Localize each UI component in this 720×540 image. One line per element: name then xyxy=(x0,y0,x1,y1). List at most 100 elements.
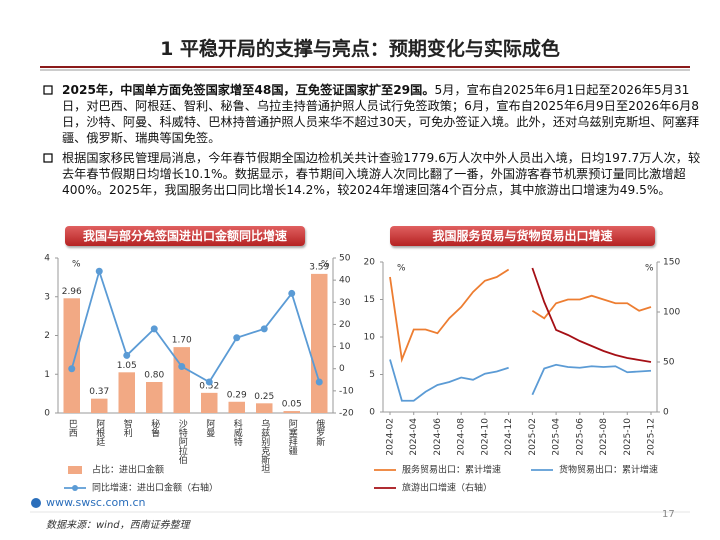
y2-tick-label: 30 xyxy=(339,298,351,308)
y-tick-label: 1 xyxy=(44,370,50,380)
y-axis-label: % xyxy=(72,260,81,270)
x-tick-label: 2025-08 xyxy=(599,418,609,456)
y-tick-label: 4 xyxy=(44,254,50,264)
y2-tick-label: 0 xyxy=(663,408,669,418)
bullet-text: 根据国家移民管理局消息，今年春节假期全国边检机关共计查验1779.6万人次中外人… xyxy=(62,151,701,197)
bullet-box xyxy=(43,85,53,95)
point xyxy=(68,365,76,373)
line xyxy=(389,268,652,363)
legend-label: 服务贸易出口：累计增速 xyxy=(402,464,501,476)
x-tick-label: 沙特阿拉伯 xyxy=(177,419,188,465)
bar xyxy=(311,273,328,413)
y2-tick-label: -10 xyxy=(339,386,354,396)
legend-swatch xyxy=(68,466,82,474)
y2-axis-label: % xyxy=(645,264,654,274)
y-tick-label: 5 xyxy=(369,370,375,380)
x-tick-label: 科威特 xyxy=(232,418,243,446)
x-tick-label: 阿塞拜疆 xyxy=(287,419,298,456)
x-tick-label: 秘鲁 xyxy=(149,418,160,437)
bar xyxy=(146,382,163,413)
bullet-text: 5月，宣布自2025年6月1日起至2026年5月31日，对巴西、阿根廷、智利、秘… xyxy=(62,83,700,145)
y2-tick-label: -20 xyxy=(339,409,354,419)
legend-label: 占比：进出口金额 xyxy=(92,464,164,476)
y2-tick-label: 50 xyxy=(339,254,351,264)
value-label: 0.25 xyxy=(254,392,274,402)
x-tick-label: 俄罗斯 xyxy=(314,418,325,447)
x-tick-label: 阿根廷 xyxy=(94,419,105,446)
bar xyxy=(173,347,190,413)
chart-title: 我国与部分免签国进出口金额同比增速 xyxy=(65,226,305,246)
point xyxy=(205,378,213,386)
point xyxy=(150,325,158,333)
value-label: 0.05 xyxy=(282,400,302,410)
x-tick-label: 2024-12 xyxy=(504,418,514,456)
bar xyxy=(283,411,300,413)
bar xyxy=(201,392,218,413)
point xyxy=(288,289,296,297)
x-tick-label: 2025-02 xyxy=(528,418,538,456)
point xyxy=(315,378,323,386)
y-tick-label: 2 xyxy=(44,331,50,341)
value-label: 3.59 xyxy=(309,262,329,272)
bullet-box xyxy=(43,153,53,163)
chart-title: 我国服务贸易与货物贸易出口增速 xyxy=(390,226,655,246)
x-tick-label: 2025-06 xyxy=(575,418,585,456)
bullet: 根据国家移民管理局消息，今年春节假期全国边检机关共计查验1779.6万人次中外人… xyxy=(62,150,702,198)
value-label: 0.37 xyxy=(89,387,109,397)
line xyxy=(531,267,652,363)
value-label: 0.52 xyxy=(199,381,219,391)
bar xyxy=(91,398,108,413)
point xyxy=(123,351,131,359)
bullet: 2025年，中国单方面免签国家增至48国，互免签证国家扩至29国。5月，宣布自2… xyxy=(62,82,702,146)
y-tick-label: 15 xyxy=(364,295,375,305)
title: 1 平稳开局的支撑与亮点：预期变化与实际成色 xyxy=(160,38,560,60)
y2-tick-label: 100 xyxy=(663,308,680,318)
y-tick-label: 3 xyxy=(44,292,50,302)
y2-tick-label: 0 xyxy=(339,364,345,374)
page-number: 17 xyxy=(662,509,675,520)
y2-tick-label: 40 xyxy=(339,276,351,286)
point xyxy=(260,325,268,333)
bar xyxy=(118,372,135,413)
point xyxy=(178,363,186,370)
y2-axis-label: % xyxy=(321,260,330,270)
x-tick-label: 2025-12 xyxy=(647,418,657,456)
footer-url: www.swsc.com.cn xyxy=(46,496,146,509)
value-label: 2.96 xyxy=(62,287,82,297)
x-tick-label: 2024-04 xyxy=(409,418,419,456)
x-tick-label: 阿曼 xyxy=(204,419,215,437)
value-label: 1.05 xyxy=(117,361,137,371)
line xyxy=(70,268,321,384)
x-tick-label: 2024-10 xyxy=(480,418,490,456)
point xyxy=(233,334,241,342)
x-tick-label: 智利 xyxy=(122,418,133,437)
x-tick-label: 2024-06 xyxy=(433,418,443,456)
bar xyxy=(228,401,245,413)
x-tick-label: 2025-10 xyxy=(623,418,633,456)
legend-label: 旅游出口增速（右轴） xyxy=(402,482,492,494)
x-tick-label: 2025-04 xyxy=(552,418,562,456)
x-tick-label: 2024-02 xyxy=(386,418,396,456)
y-tick-label: 0 xyxy=(44,409,50,419)
legend-label: 货物贸易出口：累计增速 xyxy=(559,464,658,476)
y-tick-label: 10 xyxy=(364,333,376,343)
y2-tick-label: 150 xyxy=(663,258,680,268)
bar xyxy=(63,298,80,413)
value-label: 0.29 xyxy=(227,390,247,400)
legend-marker xyxy=(72,485,78,491)
y-tick-label: 20 xyxy=(364,258,376,268)
point xyxy=(95,267,103,275)
y2-tick-label: 20 xyxy=(339,320,351,330)
y-tick-label: 0 xyxy=(369,408,375,418)
logo xyxy=(31,498,41,508)
value-label: 0.80 xyxy=(144,371,164,381)
x-tick-label: 2024-08 xyxy=(457,418,467,456)
bullet-bold: 2025年，中国单方面免签国家增至48国，互免签证国家扩至29国。 xyxy=(62,83,435,97)
legend-label: 同比增速：进出口金额（右轴） xyxy=(92,482,218,494)
value-label: 1.70 xyxy=(172,336,192,346)
bar xyxy=(256,403,273,413)
x-tick-label: 巴西 xyxy=(67,419,78,438)
y2-tick-label: 50 xyxy=(663,358,675,368)
